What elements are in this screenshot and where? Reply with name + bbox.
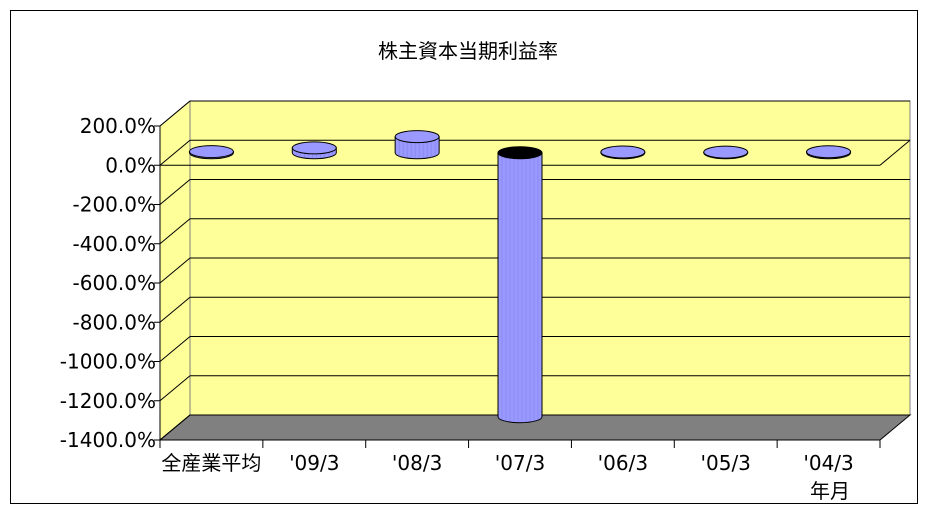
gridlines — [159, 100, 910, 441]
y-tick-label: -1000.0% — [60, 350, 156, 374]
bar-body — [497, 152, 543, 424]
y-tick-label: -600.0% — [73, 271, 156, 295]
bar-3 — [497, 146, 543, 424]
x-tick-label: 全産業平均 — [161, 451, 261, 475]
bar-6 — [806, 145, 852, 160]
y-tick-label: -400.0% — [73, 232, 156, 256]
y-axis-ticks: 200.0% 0.0% -200.0% -400.0% -600.0% -800.0% -1… — [60, 114, 911, 452]
x-tick-label: '09/3 — [289, 451, 339, 475]
gridline-side — [159, 336, 191, 362]
bar-0 — [188, 145, 234, 160]
zero-baseline-side — [879, 139, 911, 166]
x-axis-ticks: 全産業平均 '09/3 '08/3 '07/3 '06/3 '05/3 '04/3 — [159, 440, 881, 475]
x-axis-title: 年月 — [810, 479, 850, 503]
gridline-side — [159, 375, 191, 402]
gridline-side — [159, 414, 191, 441]
gridline-side — [159, 296, 191, 323]
bar-4 — [600, 145, 646, 160]
gridline-side — [159, 139, 191, 166]
y-tick-label: 0.0% — [105, 153, 156, 177]
gridline-side — [159, 218, 191, 245]
bar-1 — [291, 141, 337, 160]
x-tick-label: '04/3 — [803, 451, 853, 475]
bar-top — [806, 145, 852, 159]
y-tick-label: -1200.0% — [60, 389, 156, 413]
x-tick-label: '05/3 — [701, 451, 751, 475]
y-tick-label: -200.0% — [73, 193, 156, 217]
bar-top — [497, 146, 543, 160]
y-tick-label: -800.0% — [73, 310, 156, 334]
y-tick-label: 200.0% — [80, 114, 156, 138]
bar-5 — [703, 145, 749, 160]
bar-top — [600, 145, 646, 159]
bar-top — [188, 145, 234, 159]
bar-top — [703, 145, 749, 159]
bar-top — [394, 130, 440, 144]
bar-top — [291, 141, 337, 155]
x-tick-label: '06/3 — [598, 451, 648, 475]
gridline-side — [159, 100, 191, 127]
x-tick-label: '07/3 — [495, 451, 545, 475]
gridline-side — [159, 179, 191, 205]
gridline-side — [159, 257, 191, 284]
y-tick-label: -1400.0% — [60, 428, 156, 452]
bars — [188, 130, 852, 424]
bar-2 — [394, 130, 440, 160]
x-tick-label: '08/3 — [392, 451, 442, 475]
chart-title: 株主資本当期利益率 — [378, 39, 558, 63]
